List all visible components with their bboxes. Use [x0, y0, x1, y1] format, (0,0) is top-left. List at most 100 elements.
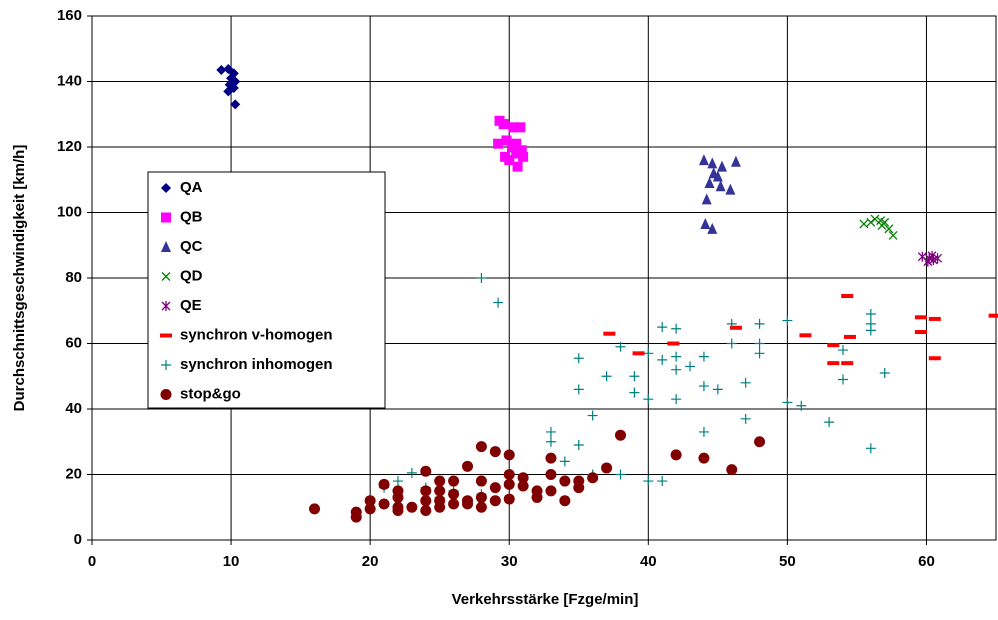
marker: [531, 491, 543, 503]
marker: [629, 387, 640, 398]
marker: [545, 452, 557, 464]
marker: [161, 272, 171, 281]
marker: [573, 482, 585, 494]
marker: [698, 426, 709, 437]
marker: [740, 377, 751, 388]
marker: [517, 472, 529, 484]
marker: [545, 469, 557, 480]
marker: [518, 151, 529, 162]
marker: [838, 345, 849, 356]
marker: [448, 498, 460, 510]
marker: [701, 193, 712, 205]
marker: [707, 222, 718, 234]
legend-label: QC: [180, 238, 203, 255]
marker: [914, 330, 927, 335]
marker: [879, 367, 890, 378]
marker: [517, 480, 529, 492]
marker: [462, 460, 474, 472]
marker: [475, 501, 487, 513]
y-tick-label: 0: [74, 531, 82, 548]
marker: [161, 360, 171, 370]
y-tick-label: 140: [57, 72, 82, 89]
marker: [489, 482, 501, 494]
marker: [476, 273, 487, 283]
marker: [884, 224, 894, 234]
marker: [498, 119, 509, 130]
marker: [160, 389, 172, 400]
marker: [515, 122, 526, 133]
marker: [726, 338, 737, 349]
marker: [448, 475, 460, 487]
marker: [927, 250, 937, 261]
marker: [601, 371, 612, 382]
marker: [475, 491, 487, 503]
marker: [754, 348, 765, 359]
marker: [643, 394, 654, 405]
y-tick-label: 160: [57, 7, 82, 24]
legend-label: QB: [180, 208, 203, 225]
x-tick-label: 20: [362, 553, 379, 570]
marker: [420, 505, 432, 517]
marker: [657, 354, 668, 365]
marker: [698, 381, 709, 392]
marker: [859, 219, 869, 229]
legend-label: stop&go: [180, 385, 241, 402]
marker: [841, 361, 854, 366]
marker: [448, 488, 460, 500]
marker: [603, 331, 616, 336]
marker: [462, 498, 474, 510]
marker: [508, 122, 519, 133]
marker: [501, 135, 512, 146]
marker: [843, 334, 856, 339]
y-axis-label: Durchschnittsgeschwindigkeit [km/h]: [11, 145, 28, 412]
y-tick-label: 20: [65, 465, 82, 482]
marker: [729, 325, 742, 330]
marker: [545, 426, 556, 437]
marker: [870, 214, 880, 224]
marker: [838, 374, 849, 385]
marker: [350, 511, 362, 523]
legend-label: QD: [180, 267, 203, 284]
x-tick-label: 50: [779, 553, 796, 570]
marker: [545, 485, 557, 497]
x-tick-label: 40: [640, 553, 657, 570]
marker: [507, 142, 518, 152]
marker: [434, 501, 446, 513]
marker: [493, 297, 504, 308]
marker: [643, 348, 654, 359]
marker: [161, 241, 171, 252]
marker: [754, 338, 765, 349]
marker: [545, 436, 556, 447]
marker: [740, 413, 751, 424]
marker: [475, 475, 487, 487]
marker: [715, 180, 726, 192]
marker: [161, 212, 171, 223]
y-tick-label: 80: [65, 269, 82, 286]
marker: [698, 452, 710, 464]
marker: [406, 501, 418, 513]
marker: [865, 443, 876, 454]
marker: [914, 315, 927, 320]
marker: [657, 322, 668, 333]
marker: [923, 256, 933, 267]
marker: [726, 318, 737, 329]
marker: [725, 183, 736, 195]
marker: [614, 429, 626, 441]
marker: [573, 353, 584, 364]
marker: [475, 441, 487, 453]
marker: [573, 384, 584, 395]
marker: [230, 99, 241, 110]
marker: [216, 65, 227, 76]
marker: [841, 294, 854, 299]
marker: [704, 177, 715, 189]
x-tick-label: 10: [223, 553, 240, 570]
x-tick-label: 30: [501, 553, 518, 570]
y-tick-label: 40: [65, 400, 82, 417]
marker: [493, 138, 504, 149]
x-axis-label: Verkehrsstärke [Fzge/min]: [452, 591, 639, 608]
marker: [799, 333, 812, 338]
marker: [364, 495, 376, 507]
marker: [782, 315, 793, 326]
marker: [667, 341, 680, 346]
marker: [888, 230, 898, 240]
